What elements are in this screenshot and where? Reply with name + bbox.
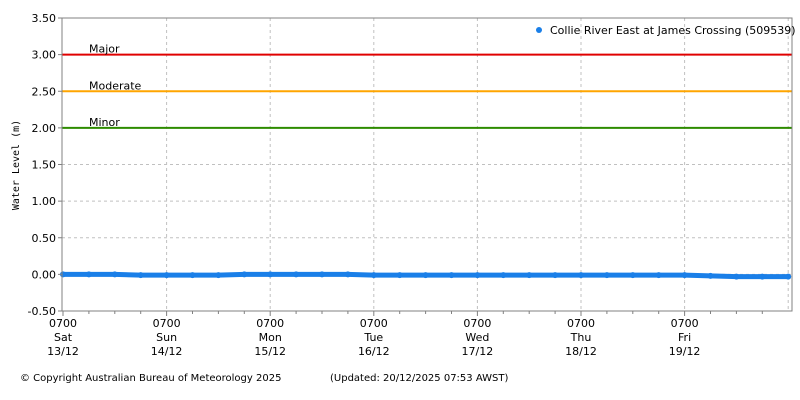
data-point xyxy=(552,272,559,279)
data-point xyxy=(526,272,533,279)
x-tick-label-day: Sun xyxy=(156,331,177,344)
x-tick-label-date: 13/12 xyxy=(47,345,79,358)
data-point xyxy=(344,271,351,278)
x-tick-label-date: 18/12 xyxy=(565,345,597,358)
x-tick-label-date: 15/12 xyxy=(254,345,286,358)
data-point xyxy=(603,272,610,279)
y-tick-label: 2.00 xyxy=(32,122,57,135)
x-tick-label-day: Fri xyxy=(678,331,691,344)
y-tick-label: 1.50 xyxy=(32,159,57,172)
x-tick-label-date: 14/12 xyxy=(151,345,183,358)
y-tick-label: 2.50 xyxy=(32,85,57,98)
data-point xyxy=(655,272,662,279)
x-tick-label-date: 17/12 xyxy=(462,345,494,358)
series-collie-river xyxy=(60,271,792,280)
x-tick-label-date: 19/12 xyxy=(669,345,701,358)
data-point xyxy=(189,272,196,279)
grid xyxy=(62,18,792,311)
threshold-label-moderate: Moderate xyxy=(89,79,142,92)
data-point xyxy=(578,272,584,279)
x-tick-label-time: 0700 xyxy=(256,317,284,330)
y-tick-label: 3.00 xyxy=(32,49,57,62)
threshold-label-minor: Minor xyxy=(89,116,120,129)
x-tick-label-day: Tue xyxy=(363,331,383,344)
data-point xyxy=(422,272,429,279)
x-tick-label-day: Mon xyxy=(259,331,282,344)
data-point xyxy=(267,271,274,278)
data-point xyxy=(681,272,688,279)
data-point xyxy=(733,273,740,280)
data-point xyxy=(370,272,377,279)
x-tick-label-time: 0700 xyxy=(360,317,388,330)
threshold-label-major: Major xyxy=(89,43,120,56)
data-point xyxy=(785,273,792,280)
y-tick-label: 0.50 xyxy=(32,232,57,245)
x-tick-label-time: 0700 xyxy=(671,317,699,330)
data-point xyxy=(629,272,636,279)
y-tick-label: 0.00 xyxy=(32,268,57,281)
data-point xyxy=(500,272,507,279)
legend-label: Collie River East at James Crossing (509… xyxy=(550,24,796,37)
x-tick-label-time: 0700 xyxy=(153,317,181,330)
data-point xyxy=(215,272,222,279)
data-point xyxy=(85,271,92,278)
y-axis: 3.50 3.00 2.50 2.00 1.50 1.00 0.50 0.00 -0.50 xyxy=(28,12,62,318)
x-tick-label-time: 0700 xyxy=(49,317,77,330)
data-point xyxy=(319,271,325,278)
y-tick-label: 3.50 xyxy=(32,12,57,25)
data-point xyxy=(293,271,300,278)
data-point xyxy=(163,272,170,279)
data-point xyxy=(759,273,766,280)
legend-marker xyxy=(536,27,542,33)
y-tick-label: 1.00 xyxy=(32,195,57,208)
x-tick-label-day: Thu xyxy=(570,331,592,344)
x-axis: 0700Sat13/120700Sun14/120700Mon15/120700… xyxy=(47,311,763,358)
data-point xyxy=(448,272,455,279)
x-tick-label-time: 0700 xyxy=(463,317,491,330)
data-point xyxy=(474,272,481,279)
x-tick-label-day: Wed xyxy=(465,331,489,344)
data-point xyxy=(111,271,118,278)
data-point xyxy=(241,271,248,278)
x-tick-label-time: 0700 xyxy=(567,317,595,330)
water-level-chart: Major Moderate Minor 3.50 3.00 2.50 2.00 1.50 1… xyxy=(11,12,796,358)
legend: Collie River East at James Crossing (509… xyxy=(536,24,796,37)
copyright-text: © Copyright Australian Bureau of Meteoro… xyxy=(20,373,282,384)
y-axis-label: Water Level (m) xyxy=(11,120,22,210)
threshold-lines: Major Moderate Minor xyxy=(62,43,792,129)
data-point xyxy=(707,272,714,279)
x-tick-label-day: Sat xyxy=(54,331,73,344)
data-point xyxy=(137,272,144,279)
y-tick-label: -0.50 xyxy=(28,305,56,318)
data-point xyxy=(396,272,403,279)
x-tick-label-date: 16/12 xyxy=(358,345,390,358)
updated-text: (Updated: 20/12/2025 07:53 AWST) xyxy=(330,373,509,384)
